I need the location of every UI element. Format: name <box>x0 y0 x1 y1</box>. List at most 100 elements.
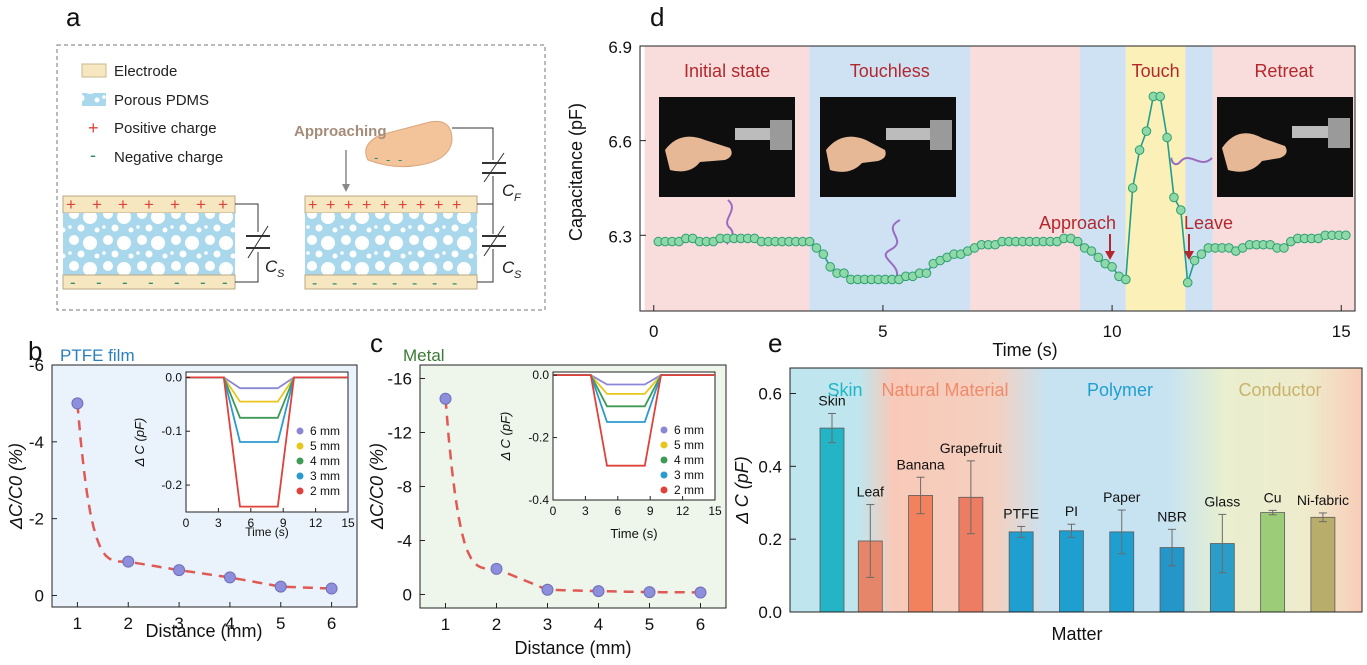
data-point <box>439 392 452 405</box>
bar <box>1059 530 1084 613</box>
svg-text:-: - <box>174 273 180 292</box>
svg-text:-: - <box>398 152 402 167</box>
data-point <box>1162 132 1172 143</box>
chart-e-y-label: Δ C (pF) <box>732 456 752 524</box>
svg-text:-: - <box>332 275 337 292</box>
y-tick-label: 0.4 <box>758 457 782 476</box>
svg-text:-: - <box>412 275 417 292</box>
plus-icon: + <box>88 118 99 138</box>
data-point <box>1155 91 1166 102</box>
legend-pdms: Porous PDMS <box>114 92 209 109</box>
chart-b-x-axis: 1 2 3 4 5 6 <box>73 602 336 633</box>
legend-label: 4 mm <box>310 454 340 468</box>
svg-text:-: - <box>70 273 76 292</box>
data-point <box>921 268 932 278</box>
chart-d-y-axis: 6.3 6.6 6.9 <box>608 38 646 246</box>
approach-annotation: Approach <box>1039 213 1116 233</box>
inset-x-tick-label: 6 <box>247 516 254 530</box>
category-label: Grapefruit <box>940 440 1002 456</box>
x-tick-label: 0 <box>649 322 658 341</box>
y-tick-label: 0.2 <box>758 530 782 549</box>
schematic-frame <box>56 44 546 311</box>
group-label: Natural Material <box>881 380 1008 400</box>
chart-c-fit-line <box>444 398 701 594</box>
bar <box>1310 516 1336 613</box>
legend-swatch-pdms <box>82 93 106 106</box>
svg-text:-: - <box>312 275 317 292</box>
group-label: Polymer <box>1087 380 1153 400</box>
svg-text:+: + <box>170 195 180 214</box>
y-tick-label: 0 <box>35 586 44 605</box>
x-tick-label: 3 <box>543 615 552 634</box>
svg-text:-: - <box>200 273 206 292</box>
chart-e-y-axis: 0.0 0.2 0.4 0.6 <box>758 384 796 622</box>
squiggle-icon <box>1170 157 1213 166</box>
arrow-down-icon <box>1105 251 1115 260</box>
svg-text:+: + <box>362 197 371 214</box>
data-point <box>122 555 135 568</box>
inset-series-line <box>186 376 348 508</box>
legend-marker <box>296 457 304 465</box>
data-point <box>1141 126 1152 136</box>
legend-marker <box>660 486 668 494</box>
svg-text:+: + <box>196 195 206 214</box>
x-tick-label: 3 <box>174 614 183 633</box>
chart-d: Initial state Touchless Touch Retreat 6.36.… <box>566 38 1356 360</box>
legend-label: 6 mm <box>310 424 340 438</box>
data-point <box>1189 255 1200 266</box>
cf-sub: F <box>514 192 522 204</box>
svg-text:-: - <box>386 152 390 167</box>
inset-series-line <box>553 374 715 467</box>
x-tick-label: 1 <box>441 615 450 634</box>
legend-marker <box>660 426 668 434</box>
inset-x-tick-label: 15 <box>708 504 722 518</box>
cs-sub-left: S <box>277 268 285 280</box>
legend-label: 3 mm <box>674 468 704 482</box>
category-label: Glass <box>1204 493 1240 509</box>
category-label: PI <box>1065 503 1078 519</box>
y-tick-label: -2 <box>29 510 44 529</box>
region-band <box>970 46 1080 311</box>
legend-marker <box>660 441 668 449</box>
y-tick-label: -12 <box>387 424 412 443</box>
svg-text:+: + <box>344 197 353 214</box>
chart-b-inset: 0.0 -0.1 -0.2 0 3 6 9 12 15 6 mm5 mm4 mm3 mm2 m… <box>132 370 355 539</box>
negative-charges-right: -------- <box>312 275 457 292</box>
svg-text:+: + <box>118 195 128 214</box>
inset-x-tick-label: 15 <box>341 516 355 530</box>
svg-text:-: - <box>96 273 102 292</box>
svg-text:+: + <box>452 197 461 214</box>
legend-label: 4 mm <box>674 453 704 467</box>
svg-text:-: - <box>372 275 377 292</box>
data-point <box>1127 183 1138 193</box>
chart-b-y-label: ΔC/C0 (%) <box>6 443 26 530</box>
x-tick-label: 4 <box>594 615 603 634</box>
approaching-label: Approaching <box>294 123 387 140</box>
x-tick-label: 2 <box>124 614 133 633</box>
inset-x-tick-label: 3 <box>215 516 222 530</box>
inset-y-tick-label: -0.1 <box>161 424 182 438</box>
chart-c-y-label: ΔC/C0 (%) <box>367 443 387 530</box>
svg-text:+: + <box>218 195 228 214</box>
arrow-down-icon <box>342 184 350 192</box>
panel-label-d: d <box>650 2 664 32</box>
legend-label: 2 mm <box>674 483 704 497</box>
region-band <box>1185 46 1213 311</box>
inset-y-tick-label: -0.2 <box>161 478 182 492</box>
data-point <box>541 583 554 596</box>
svg-text:+: + <box>380 197 389 214</box>
data-point <box>71 397 84 410</box>
bar <box>1008 531 1034 613</box>
photo-retreat <box>1217 97 1353 197</box>
legend-marker <box>660 456 668 464</box>
x-tick-label: 10 <box>1103 322 1122 341</box>
cs-label-right: C <box>502 258 515 277</box>
x-tick-label: 5 <box>645 615 654 634</box>
data-point <box>804 236 815 247</box>
chart-e-group-labels: Skin Natural Material Polymer Conductor <box>827 380 1321 400</box>
data-point <box>274 580 287 593</box>
y-tick-label: 0 <box>403 586 412 605</box>
svg-text:+: + <box>144 195 154 214</box>
